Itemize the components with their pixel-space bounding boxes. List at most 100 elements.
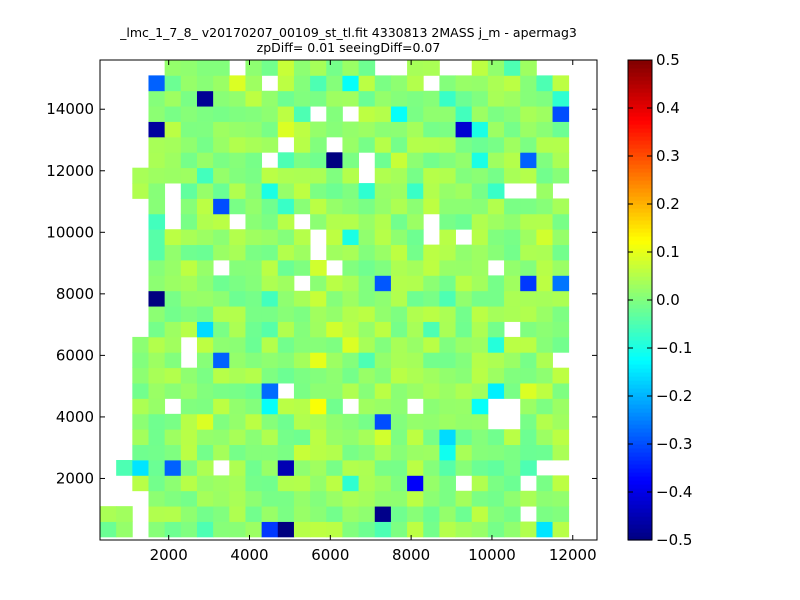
heatmap-cell bbox=[148, 398, 166, 415]
heatmap-cell bbox=[196, 367, 214, 384]
colorbar-segment bbox=[628, 240, 652, 245]
heatmap-cell bbox=[293, 398, 311, 415]
heatmap-cell bbox=[520, 121, 537, 138]
heatmap-cell bbox=[148, 90, 166, 107]
heatmap-cell bbox=[196, 460, 214, 476]
heatmap-cell bbox=[358, 183, 376, 199]
heatmap-cell bbox=[374, 475, 392, 492]
heatmap-cell bbox=[504, 290, 521, 307]
heatmap-cell bbox=[439, 90, 456, 107]
colorbar-segment bbox=[628, 372, 652, 377]
colorbar-tick-label: −0.5 bbox=[656, 531, 692, 549]
heatmap-cell bbox=[374, 121, 392, 138]
heatmap-cell bbox=[310, 152, 327, 169]
colorbar-segment bbox=[628, 524, 652, 529]
heatmap-cell bbox=[245, 413, 263, 430]
heatmap-cell bbox=[293, 444, 311, 461]
heatmap-cell bbox=[358, 106, 376, 122]
colorbar-segment bbox=[628, 424, 652, 429]
heatmap-cell bbox=[293, 90, 311, 107]
heatmap-cell bbox=[293, 75, 311, 92]
heatmap-cell bbox=[342, 413, 360, 430]
heatmap-cell bbox=[196, 383, 214, 399]
colorbar-segment bbox=[628, 332, 652, 337]
heatmap-cell bbox=[520, 244, 537, 261]
heatmap-cell bbox=[374, 106, 392, 122]
heatmap-cell bbox=[277, 260, 295, 276]
heatmap-cell bbox=[245, 306, 263, 322]
heatmap-cell bbox=[261, 183, 279, 199]
heatmap-cell bbox=[471, 198, 489, 215]
heatmap-cell bbox=[374, 506, 392, 522]
colorbar-segment bbox=[628, 80, 652, 85]
heatmap-cell bbox=[326, 167, 343, 184]
heatmap-cell bbox=[390, 229, 408, 246]
heatmap-cell bbox=[407, 229, 424, 246]
heatmap-cell bbox=[293, 367, 311, 384]
colorbar-segment bbox=[628, 312, 652, 317]
heatmap-cell bbox=[213, 429, 230, 446]
colorbar-tick-label: 0.1 bbox=[656, 243, 680, 261]
heatmap-cell bbox=[180, 136, 198, 153]
colorbar-segment bbox=[628, 420, 652, 425]
heatmap-cell bbox=[455, 213, 473, 230]
heatmap-cell bbox=[277, 229, 295, 246]
heatmap-cell bbox=[455, 383, 473, 399]
heatmap-cell bbox=[520, 290, 537, 307]
heatmap-cell bbox=[423, 121, 440, 138]
heatmap-cell bbox=[132, 460, 149, 476]
heatmap-cell bbox=[229, 506, 246, 522]
heatmap-cell bbox=[536, 75, 553, 92]
colorbar-segment bbox=[628, 352, 652, 357]
heatmap-cell bbox=[439, 321, 456, 338]
heatmap-cell bbox=[277, 213, 295, 230]
heatmap-cell bbox=[148, 367, 166, 384]
colorbar-segment bbox=[628, 132, 652, 137]
heatmap-cell bbox=[471, 321, 489, 338]
heatmap-cell bbox=[374, 460, 392, 476]
heatmap-cell bbox=[213, 506, 230, 522]
heatmap-cell bbox=[358, 521, 376, 538]
colorbar-segment bbox=[628, 176, 652, 181]
heatmap-cell bbox=[520, 444, 537, 461]
heatmap-cell bbox=[245, 106, 263, 122]
heatmap-cell bbox=[439, 460, 456, 476]
heatmap-cell bbox=[326, 229, 343, 246]
heatmap-cell bbox=[196, 198, 214, 215]
colorbar-segment bbox=[628, 444, 652, 449]
heatmap-cell bbox=[196, 336, 214, 353]
heatmap-cell bbox=[213, 275, 230, 292]
heatmap-cell bbox=[213, 336, 230, 353]
colorbar-segment bbox=[628, 356, 652, 361]
heatmap-cell bbox=[439, 244, 456, 261]
heatmap-cell bbox=[504, 475, 521, 492]
heatmap-cell bbox=[487, 290, 505, 307]
heatmap-cell bbox=[261, 106, 279, 122]
heatmap-cell bbox=[261, 444, 279, 461]
heatmap-cell bbox=[552, 429, 570, 446]
heatmap-cell bbox=[407, 244, 424, 261]
heatmap-cell bbox=[520, 213, 537, 230]
heatmap-cell bbox=[374, 321, 392, 338]
heatmap-cell bbox=[342, 460, 360, 476]
heatmap-cell bbox=[390, 275, 408, 292]
heatmap-cell bbox=[196, 152, 214, 169]
colorbar-segment bbox=[628, 392, 652, 397]
heatmap-cell bbox=[164, 490, 182, 507]
heatmap-cell bbox=[213, 321, 230, 338]
heatmap-cell bbox=[326, 398, 343, 415]
heatmap-cell bbox=[277, 244, 295, 261]
heatmap-cell bbox=[229, 490, 246, 507]
heatmap-cell bbox=[326, 183, 343, 199]
colorbar-segment bbox=[628, 168, 652, 173]
heatmap-cell bbox=[277, 275, 295, 292]
heatmap-cell bbox=[487, 121, 505, 138]
heatmap-cell bbox=[148, 444, 166, 461]
heatmap-cell bbox=[342, 183, 360, 199]
heatmap-cell bbox=[213, 90, 230, 107]
colorbar-tick-label: 0.2 bbox=[656, 195, 680, 213]
heatmap-cell bbox=[245, 213, 263, 230]
heatmap-cell bbox=[487, 75, 505, 92]
colorbar-segment bbox=[628, 464, 652, 469]
heatmap-cell bbox=[407, 213, 424, 230]
